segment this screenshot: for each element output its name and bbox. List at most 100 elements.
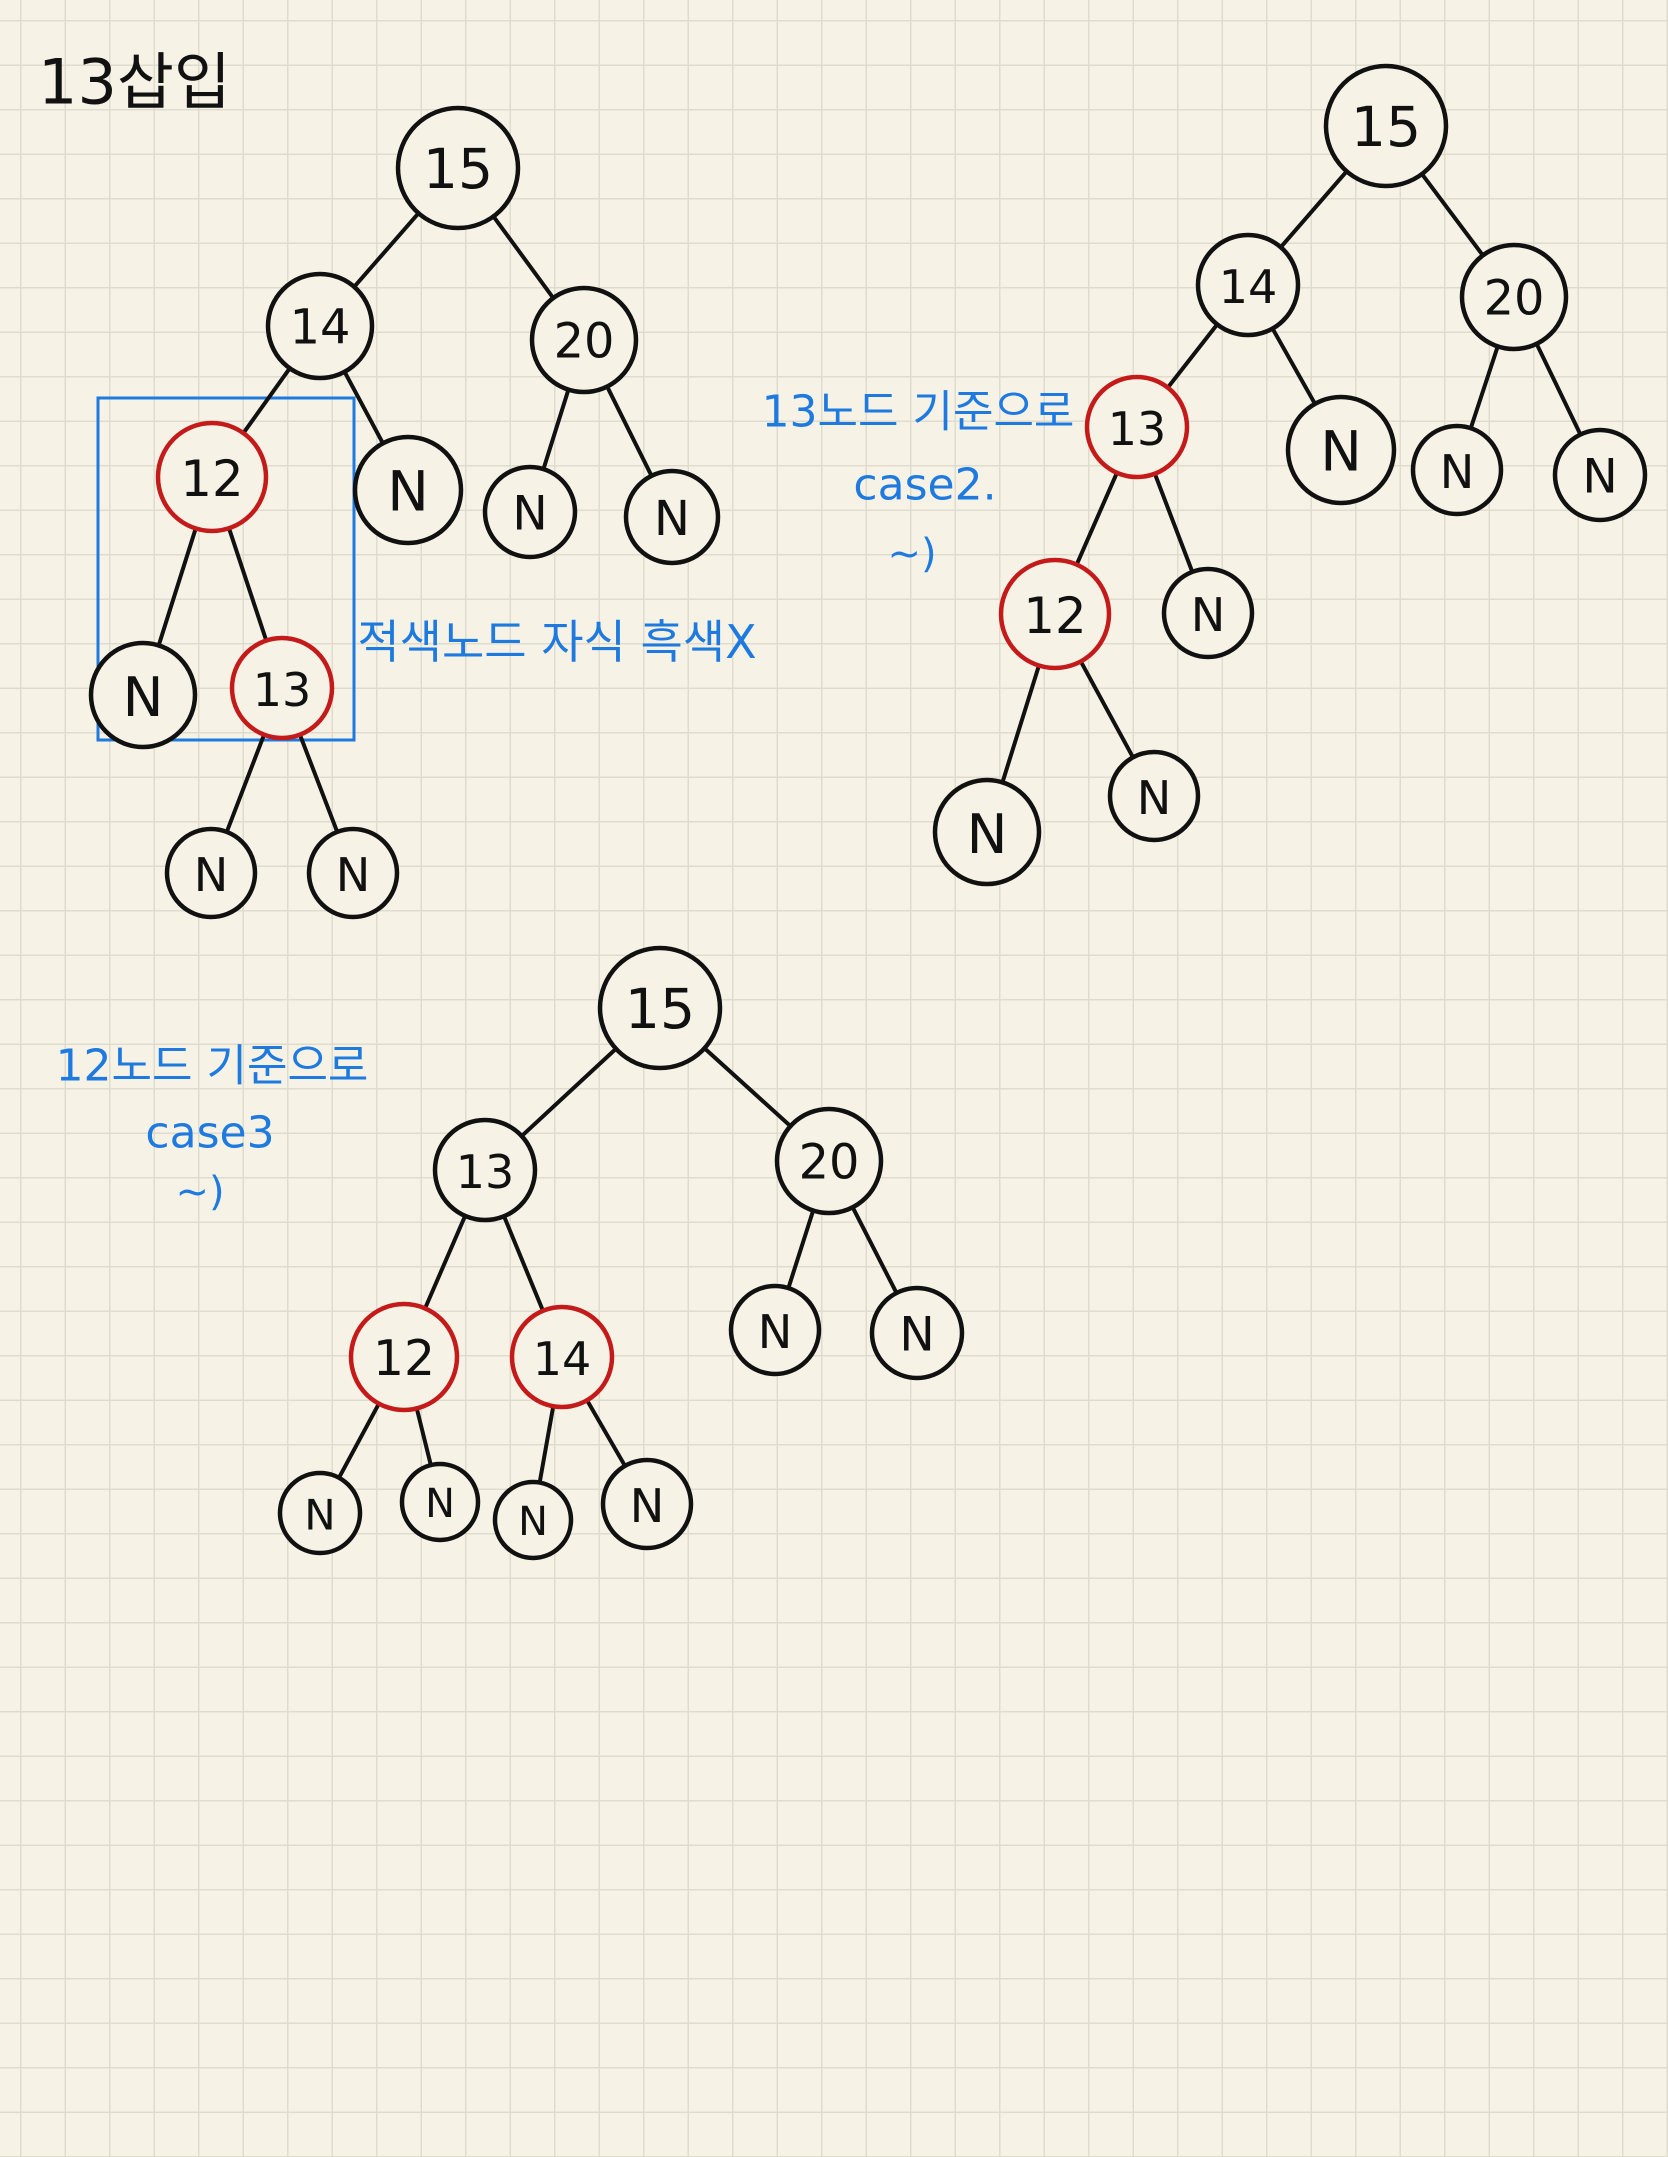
black-node-circle bbox=[399, 1461, 481, 1543]
node-label: 15 bbox=[423, 138, 493, 202]
node-label: N bbox=[1582, 450, 1617, 505]
node-label: 20 bbox=[554, 315, 615, 370]
node-label: 14 bbox=[1219, 260, 1278, 314]
nil-node: N bbox=[728, 1283, 822, 1377]
tree-edge bbox=[786, 1208, 816, 1291]
tree-edge bbox=[585, 1398, 627, 1468]
nil-node: N bbox=[306, 826, 400, 920]
tree-edge bbox=[336, 1401, 381, 1480]
black-node-circle bbox=[1323, 63, 1449, 189]
tree-node-12: 12 bbox=[348, 1301, 460, 1413]
tree-step1: 15 14 20 12 N N N N 13 N N 적색노드 자식 흑색X bbox=[88, 105, 757, 920]
black-node-circle bbox=[352, 434, 464, 546]
nil-node: N bbox=[869, 1285, 965, 1381]
node-label: N bbox=[654, 491, 690, 547]
tree-edge bbox=[1078, 659, 1135, 760]
black-node-circle bbox=[1161, 566, 1255, 660]
node-label: N bbox=[630, 1479, 665, 1533]
tree-edge bbox=[1534, 341, 1583, 437]
tree-node-13: 13 bbox=[229, 635, 335, 741]
tree-edge bbox=[297, 732, 340, 834]
tree-edge bbox=[1278, 169, 1349, 250]
note-rotate-mark-2: ~) bbox=[887, 531, 936, 577]
tree-node-14: 14 bbox=[265, 271, 375, 381]
black-node-circle bbox=[492, 1479, 574, 1561]
node-label: 20 bbox=[1484, 272, 1545, 327]
black-node-circle bbox=[482, 464, 578, 560]
note-13-basis: 13노드 기준으로 bbox=[762, 387, 1075, 438]
node-label: 12 bbox=[1023, 587, 1086, 645]
black-node-circle bbox=[1195, 232, 1301, 338]
tree-step1-edges bbox=[156, 211, 654, 834]
nil-node: N bbox=[1410, 423, 1504, 517]
tree-step2: 15 14 20 13 N N N 12 N N N 13노드 기준으로 case2. ~) bbox=[762, 63, 1648, 887]
nil-node: N bbox=[88, 640, 198, 750]
black-node-circle bbox=[265, 271, 375, 381]
node-label: 14 bbox=[290, 301, 351, 356]
note-rotate-mark-3: ~) bbox=[175, 1169, 224, 1215]
tree-edge bbox=[224, 732, 267, 834]
highlight-box-12-13 bbox=[96, 396, 356, 742]
tree-edge bbox=[1000, 663, 1041, 785]
note-case3: case3 bbox=[145, 1108, 274, 1159]
node-label: N bbox=[336, 848, 371, 902]
tree-edge bbox=[227, 526, 269, 643]
tree-step3: 15 13 20 12 14 N N N N N N 12노드 기준으로 case3 ~) bbox=[56, 945, 965, 1561]
black-node-circle bbox=[869, 1285, 965, 1381]
tree-node-12: 12 bbox=[155, 420, 269, 534]
node-label: 13 bbox=[253, 663, 312, 717]
note-case2: case2. bbox=[853, 460, 996, 511]
nil-node: N bbox=[1285, 394, 1397, 506]
node-label: N bbox=[123, 665, 164, 729]
node-label: 15 bbox=[1351, 96, 1421, 160]
red-node-circle bbox=[509, 1304, 615, 1410]
tree-edge bbox=[702, 1046, 793, 1129]
tree-edge bbox=[1152, 471, 1195, 574]
black-node-circle bbox=[1285, 394, 1397, 506]
node-label: N bbox=[194, 848, 229, 902]
tree-edge bbox=[352, 211, 421, 289]
tree-node-14: 14 bbox=[509, 1304, 615, 1410]
nil-node: N bbox=[1107, 749, 1201, 843]
node-label: N bbox=[518, 1499, 548, 1545]
black-node-circle bbox=[932, 777, 1042, 887]
tree-edge bbox=[1074, 470, 1119, 567]
tree-step2-edges bbox=[1000, 169, 1583, 785]
tree-node-20: 20 bbox=[529, 285, 639, 395]
black-node-circle bbox=[432, 1117, 538, 1223]
nil-node: N bbox=[492, 1479, 574, 1561]
note-red-child-rule: 적색노드 자식 흑색X bbox=[357, 615, 756, 669]
node-label: 12 bbox=[373, 1331, 435, 1387]
node-label: 14 bbox=[533, 1332, 592, 1386]
tree-edge bbox=[1419, 172, 1485, 258]
red-node-circle bbox=[1084, 374, 1190, 480]
tree-edge bbox=[1270, 326, 1317, 406]
nil-node: N bbox=[277, 1470, 363, 1556]
node-label: 12 bbox=[180, 450, 243, 508]
node-label: 20 bbox=[799, 1136, 860, 1191]
tree-edge bbox=[502, 1214, 545, 1313]
red-node-circle bbox=[348, 1301, 460, 1413]
tree-step2-nodes: 15 14 20 13 N N N 12 N N N bbox=[932, 63, 1648, 887]
black-node-circle bbox=[597, 945, 723, 1071]
nil-node: N bbox=[352, 434, 464, 546]
red-node-circle bbox=[229, 635, 335, 741]
node-label: N bbox=[1320, 420, 1362, 485]
black-node-circle bbox=[395, 105, 521, 231]
note-12-basis: 12노드 기준으로 bbox=[56, 1041, 369, 1092]
node-label: 13 bbox=[456, 1145, 515, 1199]
node-label: N bbox=[425, 1481, 455, 1527]
black-node-circle bbox=[774, 1106, 884, 1216]
tree-edge bbox=[342, 369, 385, 446]
tree-edge bbox=[850, 1205, 899, 1295]
nil-node: N bbox=[600, 1457, 694, 1551]
tree-node-13: 13 bbox=[1084, 374, 1190, 480]
tree-node-15: 15 bbox=[395, 105, 521, 231]
nil-node: N bbox=[482, 464, 578, 560]
tree-node-14: 14 bbox=[1195, 232, 1301, 338]
tree-node-15: 15 bbox=[597, 945, 723, 1071]
nil-node: N bbox=[1161, 566, 1255, 660]
black-node-circle bbox=[623, 468, 721, 566]
tree-edge bbox=[491, 214, 556, 301]
